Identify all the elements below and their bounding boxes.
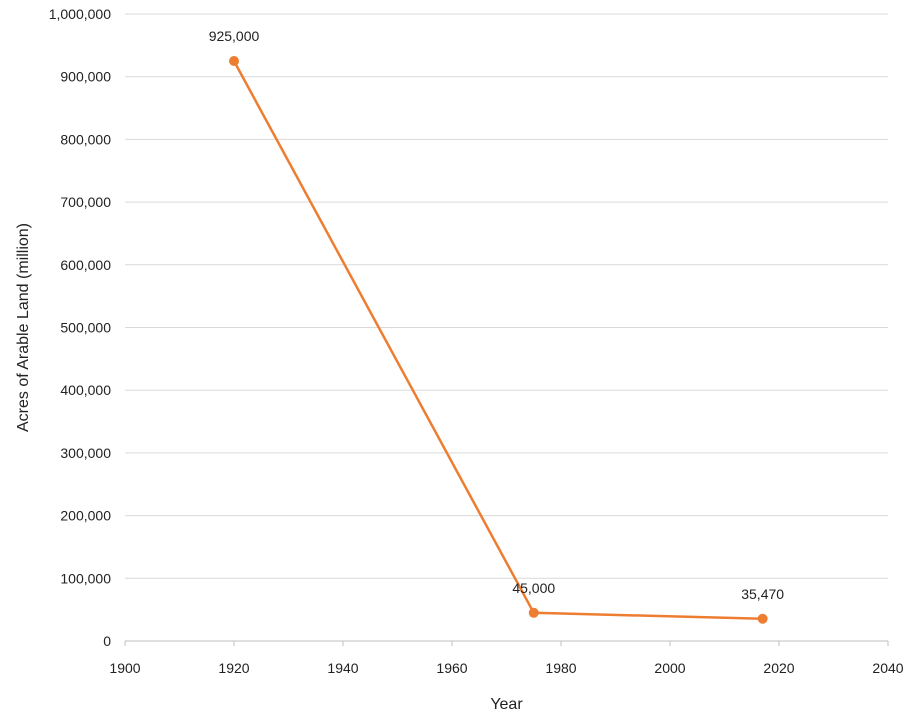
x-tick-label: 1980 xyxy=(545,660,576,676)
y-axis-tick-labels: 0 100,000 200,000 300,000 400,000 500,000 600,… xyxy=(49,6,112,649)
y-tick-label: 800,000 xyxy=(60,131,111,147)
y-tick-label: 700,000 xyxy=(60,194,111,210)
y-tick-label: 900,000 xyxy=(60,69,111,85)
x-tick-label: 1900 xyxy=(109,660,140,676)
data-label: 45,000 xyxy=(512,580,555,596)
y-tick-label: 300,000 xyxy=(60,445,111,461)
data-point xyxy=(757,613,768,624)
x-tick-label: 2020 xyxy=(763,660,794,676)
gridlines xyxy=(125,13,888,579)
data-point xyxy=(229,56,239,67)
data-labels: 925,000 45,000 35,470 xyxy=(209,28,785,602)
x-tick-label: 1940 xyxy=(327,660,358,676)
x-axis-title: Year xyxy=(490,696,523,713)
y-tick-label: 400,000 xyxy=(60,382,111,398)
y-tick-label: 600,000 xyxy=(60,257,111,273)
y-tick-label: 500,000 xyxy=(60,320,111,336)
y-tick-label: 100,000 xyxy=(60,570,111,586)
data-label: 35,470 xyxy=(741,586,784,602)
data-point xyxy=(528,607,539,618)
y-tick-label: 1,000,000 xyxy=(49,6,111,22)
series-line xyxy=(232,59,764,621)
y-tick-label: 200,000 xyxy=(60,508,111,524)
x-tick-label: 1960 xyxy=(436,660,467,676)
x-tick-label: 1920 xyxy=(218,660,249,676)
data-label: 925,000 xyxy=(209,28,260,44)
y-axis-title: Acres of Arable Land (million) xyxy=(15,223,32,432)
x-axis-tick-labels: 1900 1920 1940 1960 1980 2000 2020 2040 xyxy=(109,641,904,676)
y-tick-label: 0 xyxy=(103,633,111,649)
x-tick-label: 2040 xyxy=(872,660,903,676)
series-layer xyxy=(229,56,768,624)
x-tick-label: 2000 xyxy=(654,660,685,676)
